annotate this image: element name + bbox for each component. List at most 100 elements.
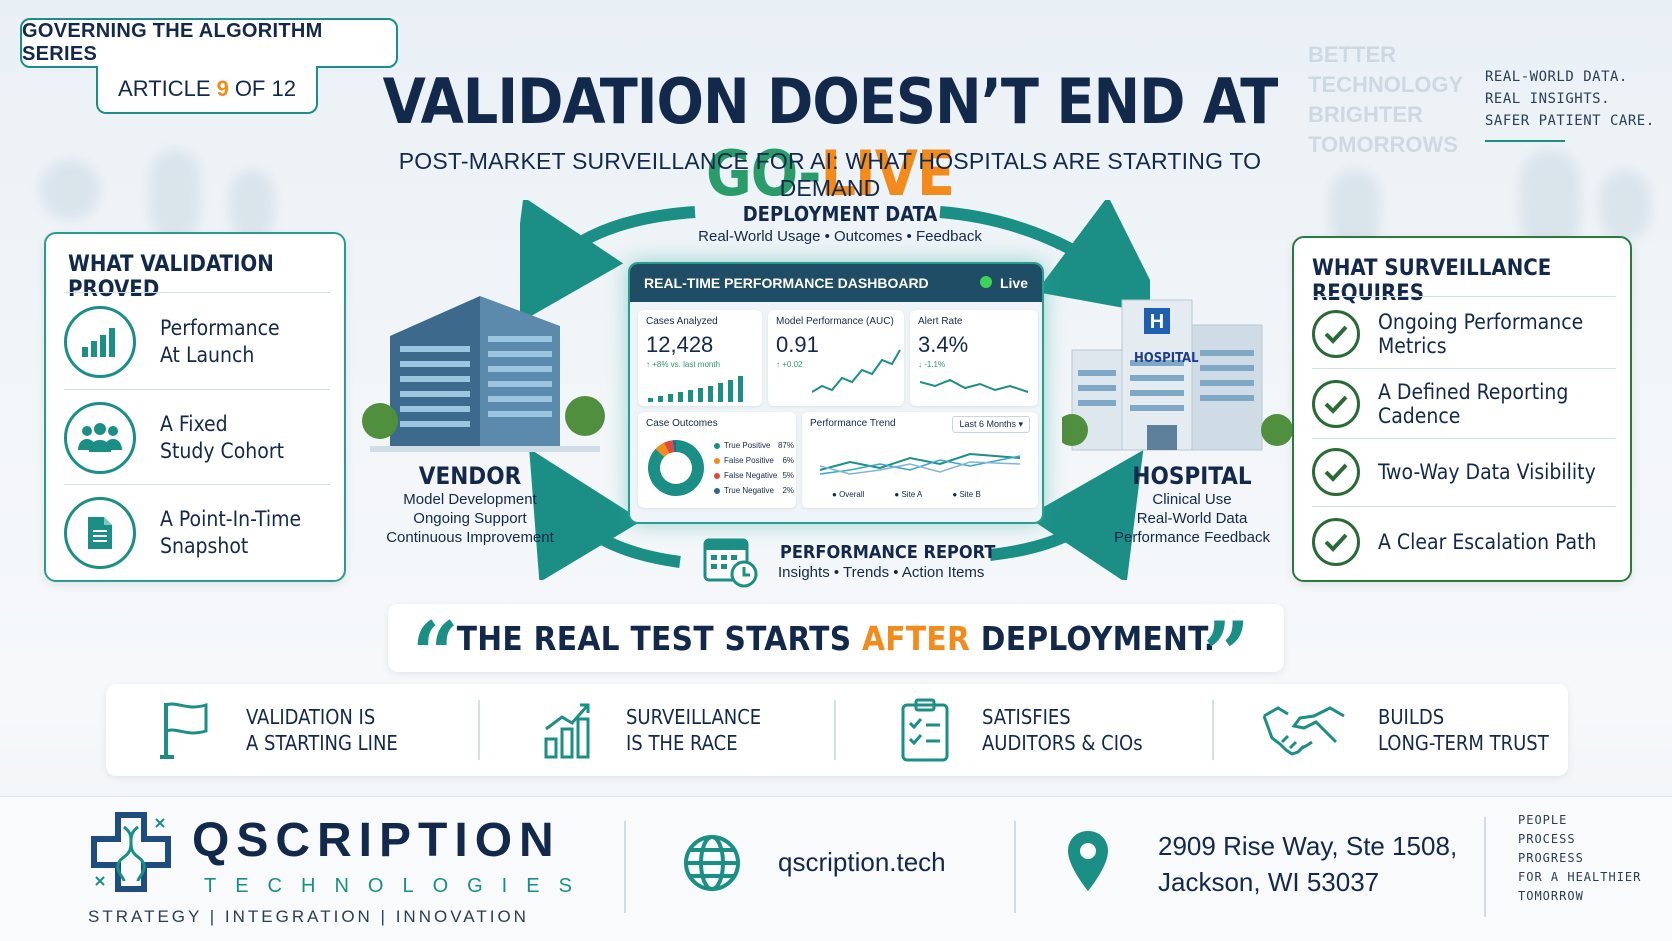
- benefit-line: A STARTING LINE: [246, 731, 398, 755]
- article-suffix: OF 12: [234, 76, 296, 101]
- validation-item-line: At Launch: [160, 343, 255, 367]
- outcome-color-swatch: [714, 442, 720, 449]
- outcomes-legend: True Positive 87% False Positive 6% False Ne…: [714, 438, 794, 498]
- dashboard-header: REAL-TIME PERFORMANCE DASHBOARD Live: [630, 264, 1042, 302]
- series-label: GOVERNING THE ALGORITHM SERIES: [20, 18, 398, 68]
- live-dot-icon: [979, 276, 992, 288]
- tagline-line: REAL INSIGHTS.: [1485, 91, 1611, 107]
- outcome-percent: 5%: [782, 471, 794, 480]
- check-circle-icon: [1312, 310, 1360, 358]
- trend-label: Performance Trend: [810, 418, 896, 429]
- title-live: LIVE: [820, 137, 955, 210]
- trend-range-select[interactable]: Last 6 Months ▾: [952, 416, 1030, 433]
- motto-line: PROGRESS: [1518, 851, 1584, 865]
- validation-panel: WHAT VALIDATION PROVED Performance At Lau…: [44, 232, 346, 582]
- auc-card: Model Performance (AUC) 0.91 ↑ +0.02: [768, 310, 904, 406]
- surveillance-item: Two-Way Data Visibility: [1312, 438, 1616, 506]
- outcome-row: True Positive 87%: [714, 438, 794, 453]
- hospital-building-icon: H: [1062, 299, 1292, 451]
- vendor-line: Continuous Improvement: [386, 529, 554, 546]
- logo-name: QSCRIPTION: [192, 814, 561, 867]
- qscription-logo-icon: [91, 812, 171, 892]
- hospital-sign: HOSPITAL: [1134, 351, 1199, 366]
- performance-dashboard: REAL-TIME PERFORMANCE DASHBOARD Live Cas…: [628, 262, 1044, 524]
- trend-legend-item: ● Overall: [832, 490, 865, 499]
- tagline-line: SAFER PATIENT CARE.: [1485, 113, 1655, 129]
- benefit-line: SURVEILLANCE: [626, 705, 762, 729]
- donut-slice: [655, 442, 670, 458]
- surveillance-panel: WHAT SURVEILLANCE REQUIRES Ongoing Perfo…: [1292, 236, 1632, 582]
- arrow-hospital-right: [939, 200, 1150, 316]
- outcome-row: True Negative 2%: [714, 483, 794, 498]
- surveillance-item: A Clear Escalation Path: [1312, 508, 1616, 576]
- series-label-text: GOVERNING THE ALGORITHM SERIES: [22, 20, 323, 65]
- outcomes-card: Case Outcomes True Positive 87% False Posi…: [638, 412, 796, 508]
- trend-series-label: Overall: [839, 490, 865, 499]
- company-motto: PEOPLE PROCESS PROGRESS FOR A HEALTHIER …: [1518, 811, 1641, 906]
- surveillance-item-label: Ongoing Performance Metrics: [1378, 310, 1584, 358]
- donut-slice: [648, 440, 704, 496]
- trend-series-label: Site A: [901, 490, 923, 499]
- faded-slogan-line: BRIGHTER: [1308, 102, 1423, 127]
- validation-item-line: Study Cohort: [160, 439, 285, 463]
- faded-slogan: BETTER TECHNOLOGY BRIGHTER TOMORROWS: [1308, 40, 1463, 160]
- svg-text:H: H: [1150, 311, 1164, 333]
- vendor-label: VENDOR Model Development Ongoing Support…: [370, 462, 570, 547]
- cases-sparkbars: [648, 376, 743, 402]
- alert-label: Alert Rate: [918, 316, 963, 327]
- dashboard-title: REAL-TIME PERFORMANCE DASHBOARD: [644, 275, 929, 291]
- alert-card: Alert Rate 3.4% ↓ -1.1%: [910, 310, 1038, 406]
- quote-text: THE REAL TEST STARTS: [456, 618, 862, 658]
- growth-chart-icon: [544, 703, 590, 759]
- hospital-label: HOSPITAL Clinical Use Real-World Data Pe…: [1092, 462, 1292, 547]
- benefit-line: VALIDATION IS: [246, 705, 376, 729]
- motto-line: FOR A HEALTHIER: [1518, 870, 1642, 884]
- donut-slice: [672, 440, 676, 453]
- outcome-color-swatch: [714, 457, 720, 464]
- benefit-item: BUILDS LONG-TERM TRUST: [1262, 684, 1549, 776]
- arrow-report-vendor: [529, 448, 681, 580]
- trend-legend-item: ● Site A: [894, 490, 923, 499]
- location-pin-icon: [1068, 831, 1108, 891]
- hospital-title: HOSPITAL: [1132, 462, 1252, 490]
- faded-slogan-line: TOMORROWS: [1308, 132, 1458, 157]
- logo-tagline: STRATEGY | INTEGRATION | INNOVATION: [88, 907, 529, 926]
- faded-slogan-line: BETTER: [1308, 42, 1396, 67]
- validation-item-line: Performance: [160, 316, 280, 340]
- outcomes-donut: [648, 440, 704, 496]
- donut-slice: [664, 440, 674, 454]
- outcome-name: False Positive: [724, 456, 774, 465]
- alert-delta: ↓ -1.1%: [918, 360, 946, 369]
- validation-item: A Fixed Study Cohort: [64, 392, 330, 484]
- document-icon: [64, 497, 136, 569]
- flag-icon: [160, 702, 208, 759]
- hospital-line: Real-World Data: [1136, 510, 1248, 527]
- live-status-label: Live: [999, 275, 1028, 291]
- deployment-data-title: DEPLOYMENT DATA: [742, 202, 938, 226]
- validation-item: Performance At Launch: [64, 296, 330, 388]
- article-prefix: ARTICLE: [118, 76, 211, 101]
- cases-card: Cases Analyzed 12,428 ↑ +8% vs. last mon…: [638, 310, 762, 406]
- address-line1: 2909 Rise Way, Ste 1508,: [1158, 831, 1458, 861]
- article-number: 9: [216, 76, 229, 101]
- surveillance-item-label: A Clear Escalation Path: [1378, 530, 1597, 554]
- trend-range-label: Last 6 Months: [959, 419, 1016, 429]
- alert-sparkline: [920, 378, 1029, 393]
- benefit-line: LONG-TERM TRUST: [1378, 731, 1549, 755]
- benefit-item: VALIDATION IS A STARTING LINE: [158, 684, 398, 776]
- website-link[interactable]: qscription.tech: [778, 847, 946, 877]
- check-circle-icon: [1312, 518, 1360, 566]
- auc-value: 0.91: [776, 332, 819, 357]
- quote-banner: “ THE REAL TEST STARTS AFTER DEPLOYMENT.…: [388, 604, 1284, 700]
- motto-line: PEOPLE: [1518, 813, 1568, 827]
- auc-delta: ↑ +0.02: [776, 360, 803, 369]
- cycle-arrows: [520, 200, 1150, 580]
- bar-chart-icon: [64, 306, 136, 378]
- hospital-line: Clinical Use: [1152, 491, 1232, 508]
- page-subtitle: POST-MARKET SURVEILLANCE FOR AI: WHAT HO…: [398, 148, 1262, 201]
- validation-panel-title: WHAT VALIDATION PROVED: [68, 252, 274, 302]
- calendar-clock-icon: [703, 538, 758, 588]
- outcome-percent: 6%: [782, 456, 794, 465]
- benefit-item: SURVEILLANCE IS THE RACE: [542, 684, 761, 776]
- footer: QSCRIPTION TECHNOLOGIES STRATEGY | INTEG…: [0, 796, 1672, 941]
